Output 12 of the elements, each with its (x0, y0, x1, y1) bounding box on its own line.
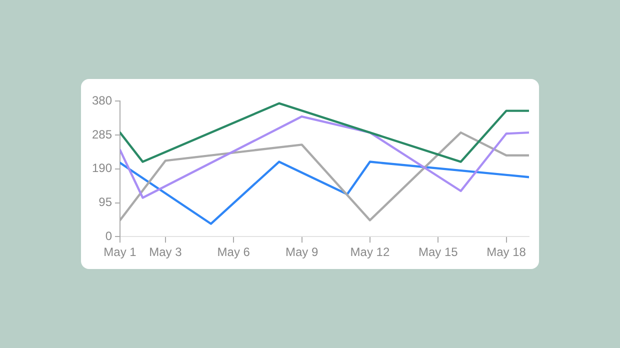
x-tick-label: May 9 (285, 245, 318, 260)
x-tick-label: May 3 (149, 245, 182, 260)
y-tick-label: 95 (98, 195, 112, 210)
x-tick-label: May 12 (350, 245, 390, 260)
x-tick-label: May 6 (217, 245, 250, 260)
y-tick-label: 0 (105, 228, 112, 243)
x-tick-label: May 18 (486, 245, 526, 260)
y-tick-label: 190 (92, 161, 112, 176)
y-tick-label: 380 (92, 94, 112, 108)
x-tick-label: May 1 (104, 245, 137, 260)
y-tick-label: 285 (92, 127, 112, 142)
x-tick-label: May 15 (418, 245, 458, 260)
